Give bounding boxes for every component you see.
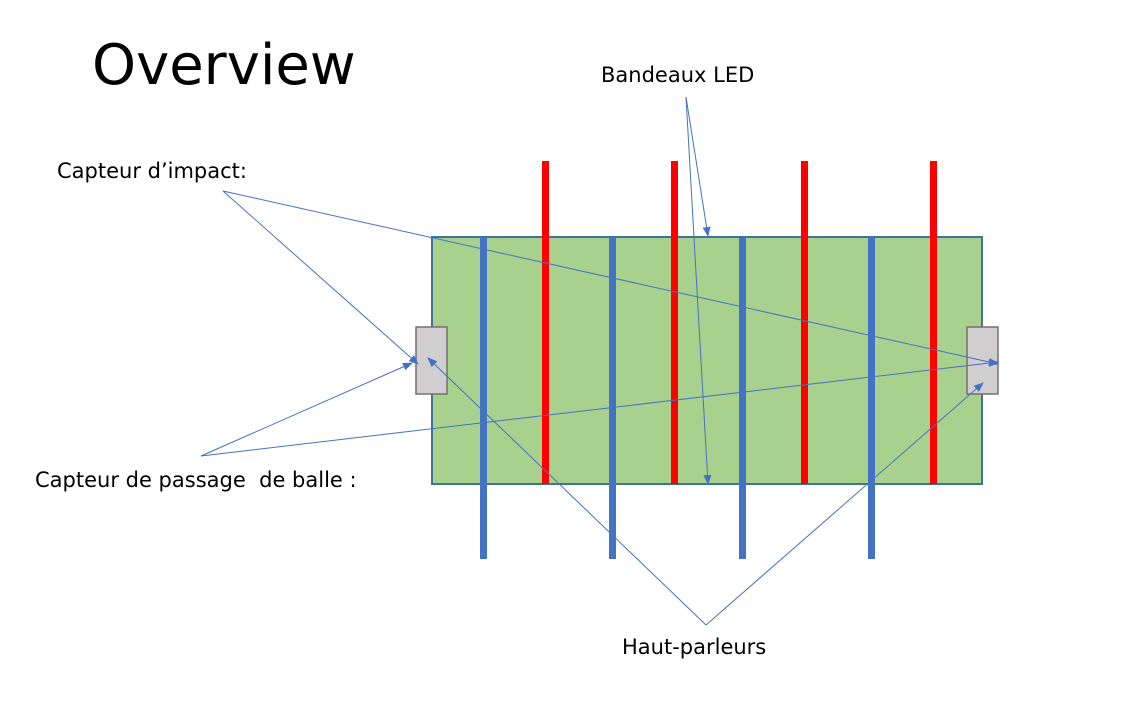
blue-rod-3	[739, 237, 746, 559]
blue-rod-2	[609, 237, 616, 559]
red-rod-3	[801, 161, 808, 484]
arrow-speaker-right	[705, 382, 984, 626]
arrow-led-top	[685, 96, 711, 237]
arrow-speaker-left	[427, 357, 707, 626]
speakers-label: Haut-parleurs	[622, 635, 767, 659]
arrow-led-bottom	[685, 96, 712, 485]
arrow-passage-right	[200, 359, 999, 457]
arrow-passage-left	[200, 362, 413, 457]
arrow-impact-left	[222, 190, 419, 365]
ball-passage-sensor-label: Capteur de passage de balle :	[35, 468, 357, 492]
impact-sensor-label: Capteur d’impact:	[57, 159, 247, 183]
red-rod-4	[930, 161, 937, 484]
left-goal-sensor	[415, 326, 448, 395]
arrow-impact-right	[222, 190, 999, 366]
led-strips-label: Bandeaux LED	[601, 63, 755, 87]
red-rod-2	[671, 161, 678, 484]
blue-rod-1	[480, 237, 487, 559]
blue-rod-4	[868, 237, 875, 559]
playing-field	[431, 236, 983, 485]
red-rod-1	[542, 161, 549, 484]
page-title: Overview	[92, 33, 356, 98]
